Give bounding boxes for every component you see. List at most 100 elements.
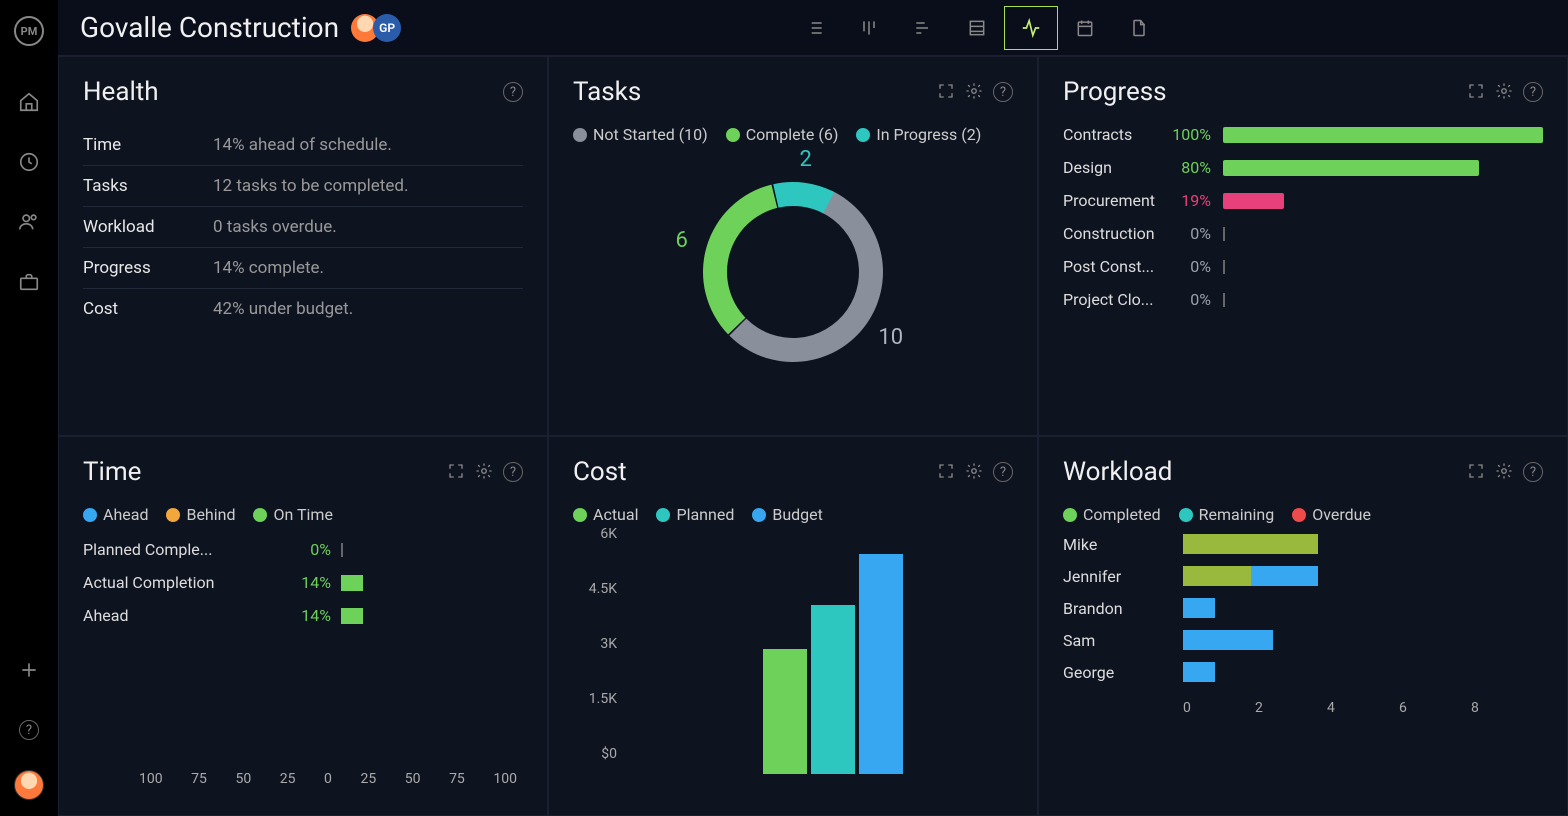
workload-segment: [1183, 534, 1318, 554]
axis-tick: 100: [139, 771, 163, 787]
gear-icon[interactable]: [1495, 82, 1513, 102]
panel-workload: Workload ? CompletedRemainingOverdue Mik…: [1038, 436, 1568, 816]
help-icon[interactable]: ?: [9, 710, 49, 750]
workload-bar: [1183, 630, 1543, 650]
time-row-label: Ahead: [83, 606, 273, 625]
progress-pct: 100%: [1163, 125, 1211, 144]
help-icon[interactable]: ?: [993, 462, 1013, 482]
view-calendar-icon[interactable]: [1058, 6, 1112, 50]
expand-icon[interactable]: [447, 462, 465, 482]
progress-pct: 19%: [1163, 191, 1211, 210]
view-activity-icon[interactable]: [1004, 6, 1058, 50]
progress-label: Construction: [1063, 224, 1163, 243]
axis-tick: 3K: [573, 636, 617, 652]
health-value: 14% complete.: [213, 258, 324, 278]
member-avatars[interactable]: GP: [357, 14, 401, 42]
progress-pct: 0%: [1163, 224, 1211, 243]
progress-pct: 0%: [1163, 290, 1211, 309]
donut-value: 2: [799, 147, 811, 172]
workload-label: Sam: [1063, 631, 1183, 650]
progress-label: Contracts: [1063, 125, 1163, 144]
gear-icon[interactable]: [965, 462, 983, 482]
people-icon[interactable]: [9, 202, 49, 242]
panel-title: Tasks: [573, 77, 641, 107]
workload-row: George: [1063, 662, 1543, 682]
axis-tick: 1.5K: [573, 691, 617, 707]
workload-bar: [1183, 534, 1543, 554]
axis-tick: 75: [449, 771, 465, 787]
health-value: 12 tasks to be completed.: [213, 176, 408, 196]
workload-segment: [1183, 566, 1251, 586]
health-row: Progress 14% complete.: [83, 248, 523, 289]
view-list-icon[interactable]: [788, 6, 842, 50]
progress-bar: [1223, 193, 1543, 209]
axis-tick: 50: [405, 771, 421, 787]
cost-bar: [763, 649, 807, 774]
progress-row: Project Clo... 0%: [1063, 290, 1543, 309]
clock-icon[interactable]: [9, 142, 49, 182]
health-label: Cost: [83, 299, 213, 319]
gear-icon[interactable]: [965, 82, 983, 102]
progress-label: Design: [1063, 158, 1163, 177]
expand-icon[interactable]: [937, 82, 955, 102]
legend-item: Completed: [1063, 505, 1161, 524]
briefcase-icon[interactable]: [9, 262, 49, 302]
add-icon[interactable]: [9, 650, 49, 690]
view-gantt-icon[interactable]: [896, 6, 950, 50]
health-label: Progress: [83, 258, 213, 278]
help-icon[interactable]: ?: [503, 462, 523, 482]
legend-item: Planned: [656, 505, 734, 524]
axis-tick: 6K: [573, 526, 617, 542]
legend-item: Remaining: [1179, 505, 1275, 524]
time-row: Planned Comple... 0%: [83, 540, 523, 559]
nav-rail: PM ?: [0, 0, 58, 816]
help-icon[interactable]: ?: [993, 82, 1013, 102]
expand-icon[interactable]: [1467, 462, 1485, 482]
expand-icon[interactable]: [1467, 82, 1485, 102]
workload-segment: [1183, 662, 1215, 682]
view-board-icon[interactable]: [842, 6, 896, 50]
health-row: Workload 0 tasks overdue.: [83, 207, 523, 248]
workload-bar: [1183, 566, 1543, 586]
expand-icon[interactable]: [937, 462, 955, 482]
home-icon[interactable]: [9, 82, 49, 122]
axis-tick: 100: [493, 771, 517, 787]
time-row-pct: 0%: [273, 540, 331, 559]
legend-item: Complete (6): [726, 125, 839, 144]
health-row: Tasks 12 tasks to be completed.: [83, 166, 523, 207]
health-label: Tasks: [83, 176, 213, 196]
help-icon[interactable]: ?: [503, 82, 523, 102]
axis-tick: 0: [1183, 700, 1255, 716]
axis-tick: 6: [1399, 700, 1471, 716]
axis-tick: 2: [1255, 700, 1327, 716]
view-table-icon[interactable]: [950, 6, 1004, 50]
help-icon[interactable]: ?: [1523, 462, 1543, 482]
view-files-icon[interactable]: [1112, 6, 1166, 50]
time-row-pct: 14%: [273, 573, 331, 592]
progress-label: Procurement: [1063, 191, 1163, 210]
panel-cost: Cost ? ActualPlannedBudget 6K4.5K3K1.5K$…: [548, 436, 1038, 816]
legend-item: Budget: [752, 505, 823, 524]
panel-title: Progress: [1063, 77, 1167, 107]
view-switcher: [788, 6, 1166, 50]
progress-row: Post Const... 0%: [1063, 257, 1543, 276]
progress-row: Construction 0%: [1063, 224, 1543, 243]
legend-item: Ahead: [83, 505, 148, 524]
progress-label: Project Clo...: [1063, 290, 1163, 309]
panel-progress: Progress ? Contracts 100% Design 80% Pro…: [1038, 56, 1568, 436]
gear-icon[interactable]: [1495, 462, 1513, 482]
progress-bar: [1223, 259, 1543, 275]
donut-value: 10: [878, 325, 903, 350]
user-avatar[interactable]: [14, 770, 44, 800]
panel-tasks: Tasks ? Not Started (10)Complete (6)In P…: [548, 56, 1038, 436]
avatar[interactable]: GP: [373, 14, 401, 42]
legend-item: Overdue: [1292, 505, 1371, 524]
gear-icon[interactable]: [475, 462, 493, 482]
app-logo[interactable]: PM: [14, 16, 44, 46]
axis-tick: $0: [573, 746, 617, 762]
main-area: Govalle Construction GP Health ? T: [58, 0, 1568, 816]
health-row: Cost 42% under budget.: [83, 289, 523, 329]
help-icon[interactable]: ?: [1523, 82, 1543, 102]
progress-pct: 80%: [1163, 158, 1211, 177]
panel-title: Cost: [573, 457, 627, 487]
